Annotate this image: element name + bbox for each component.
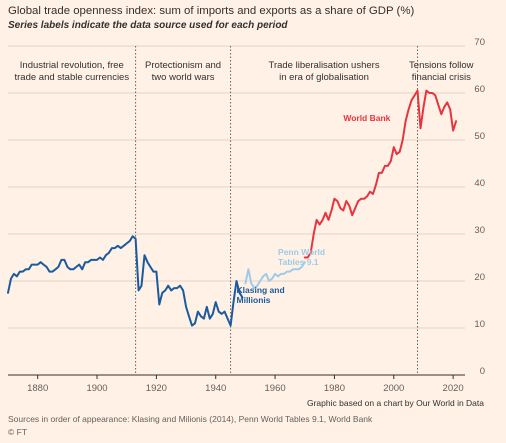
series-labels: Klasing and Millionis Penn World Tables 9.1… [237,113,391,305]
x-tick-label: 1900 [86,383,107,394]
period-dividers [135,46,419,375]
y-tick-label: 0 [480,366,485,377]
copyright-note: © FT [8,427,28,437]
series-label: World Bank [343,113,390,123]
x-tick-label: 2020 [443,383,464,394]
series-line [7,235,244,327]
y-tick-label: 10 [474,319,485,330]
grid-layer [8,45,465,376]
y-tick-label: 30 [474,225,485,236]
series-label: Klasing and Millionis [237,285,285,305]
x-tick-label: 2000 [383,383,404,394]
y-tick-label: 70 [474,37,485,48]
chart-title: Global trade openness index: sum of impo… [8,5,415,17]
series-label: Penn World Tables 9.1 [278,247,325,267]
axes: 0 10 20 30 40 50 60 70 1880 1900 1920 1940 1960 1980 2… [27,37,485,394]
series-line [244,261,306,290]
x-tick-label: 1980 [324,383,345,394]
period-label: Trade liberalisation ushers in era of glo… [269,60,380,83]
series-line [303,89,458,259]
chart-credit: Graphic based on a chart by Our World in… [306,398,484,408]
x-tick-label: 1960 [265,383,286,394]
period-label: Protectionism and two world wars [145,60,221,83]
y-tick-label: 50 [474,131,485,142]
period-label: Industrial revolution, free trade and sta… [15,60,130,83]
x-tick-label: 1880 [27,383,48,394]
period-labels: Industrial revolution, free trade and sta… [15,60,474,83]
period-label: Tensions follow financial crisis [409,60,474,83]
y-tick-label: 20 [474,272,485,283]
x-tick-label: 1940 [205,383,226,394]
series-lines [7,89,458,327]
source-note: Sources in order of appearance: Klasing … [8,414,373,424]
y-tick-label: 60 [474,84,485,95]
x-tick-label: 1920 [146,383,167,394]
chart-subtitle: Series labels indicate the data source u… [8,20,288,31]
y-tick-label: 40 [474,178,485,189]
